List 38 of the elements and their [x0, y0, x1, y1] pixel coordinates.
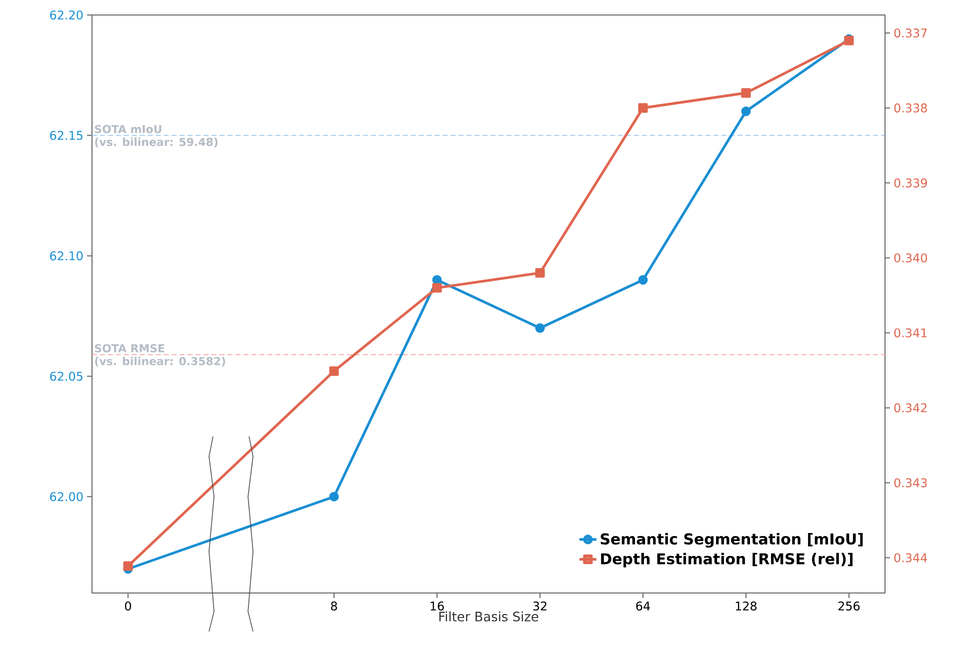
y-tick-label: 62.20: [50, 10, 83, 20]
y-tick-label: 62.00: [50, 492, 83, 502]
x-tick-label: 0: [125, 601, 132, 611]
y2-tick-label: 0.339: [894, 178, 927, 188]
x-tick-label: 128: [736, 601, 757, 611]
y2-tick-label: 0.344: [894, 553, 928, 562]
point: [123, 561, 133, 571]
point: [741, 106, 751, 116]
ref-line-label: SOTA RMSE: [94, 344, 164, 352]
y-tick-label: 62.15: [50, 130, 82, 140]
point: [535, 268, 545, 278]
x-tick-label: 256: [838, 601, 860, 611]
x-axis-title: Filter Basis Size: [439, 611, 538, 622]
x-tick-label: 8: [331, 601, 337, 611]
y2-tick-label: 0.338: [894, 103, 927, 112]
point: [638, 275, 648, 285]
y2-tick-label: 0.337: [894, 28, 927, 38]
x-tick-label: 64: [636, 601, 650, 611]
point: [741, 88, 751, 98]
y2-tick-label: 0.340: [894, 253, 927, 262]
y2-tick-label: 0.343: [894, 478, 927, 488]
annotation: (vs. bilinear: 59.48): [95, 138, 218, 148]
y2-tick-label: 0.342: [894, 403, 927, 412]
x-tick-label: 32: [533, 601, 546, 611]
point: [432, 283, 442, 293]
point: [535, 323, 545, 333]
x-tick-label: 16: [430, 601, 444, 611]
y2-tick-label: 0.341: [894, 328, 927, 338]
y-tick-label: 62.10: [50, 251, 83, 260]
point: [329, 366, 339, 376]
annotation: (vs. bilinear: 0.3582): [95, 356, 226, 367]
point: [329, 492, 339, 502]
legend-label: Semantic Segmentation [mIoU]: [600, 533, 863, 548]
point: [638, 103, 648, 113]
legend-label: Depth Estimation [RMSE (rel)]: [601, 552, 853, 568]
ref-line-label: SOTA mIoU: [94, 124, 162, 134]
y-tick-label: 62.05: [50, 372, 82, 381]
point: [432, 275, 442, 285]
